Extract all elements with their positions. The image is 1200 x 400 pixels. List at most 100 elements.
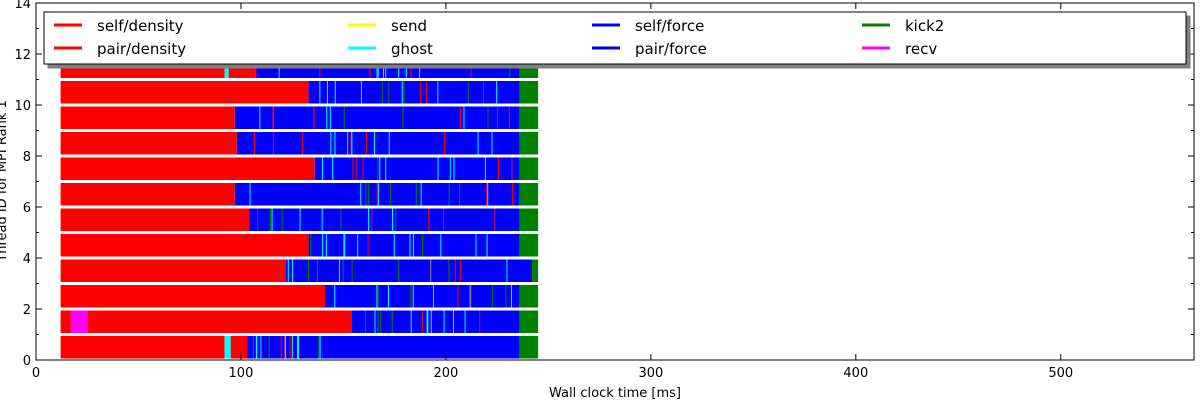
task-sliver <box>343 106 345 129</box>
x-tick-label: 200 <box>433 366 458 381</box>
y-tick-label: 6 <box>23 201 31 216</box>
task-bar <box>60 132 237 155</box>
task-sliver <box>428 208 430 231</box>
task-sliver <box>268 336 270 359</box>
task-bar <box>314 157 520 180</box>
task-sliver <box>334 285 336 308</box>
task-sliver <box>253 132 255 155</box>
task-bar <box>308 81 520 104</box>
task-sliver <box>486 234 488 257</box>
task-sliver <box>377 310 379 333</box>
task-sliver <box>365 310 367 333</box>
task-sliver <box>444 132 446 155</box>
task-sliver <box>459 259 461 282</box>
task-sliver <box>409 234 411 257</box>
task-sliver <box>352 157 354 180</box>
task-bar <box>519 336 539 359</box>
task-sliver <box>467 81 469 104</box>
task-sliver <box>299 208 301 231</box>
task-sliver <box>509 55 511 78</box>
task-sliver <box>470 285 472 308</box>
task-sliver <box>452 310 454 333</box>
task-bar <box>60 285 325 308</box>
task-sliver <box>410 55 412 78</box>
task-sliver <box>459 106 461 129</box>
task-sliver <box>410 310 412 333</box>
task-sliver <box>437 81 439 104</box>
task-sliver <box>482 81 484 104</box>
task-sliver <box>256 336 258 359</box>
task-bar <box>60 208 250 231</box>
task-sliver <box>316 259 318 282</box>
task-sliver <box>505 285 507 308</box>
task-sliver <box>374 310 376 333</box>
task-sliver <box>421 234 423 257</box>
task-sliver <box>343 234 345 257</box>
task-sliver <box>278 55 280 78</box>
task-bar <box>230 336 248 359</box>
ticks-layer: 0 100 200 300 400 500 0 2 4 6 8 10 12 14 <box>14 0 1194 381</box>
x-tick-label: 500 <box>1048 366 1073 381</box>
task-sliver <box>415 183 417 206</box>
task-sliver <box>326 81 328 104</box>
task-sliver <box>398 259 400 282</box>
task-sliver <box>398 55 400 78</box>
legend-label: kick2 <box>905 17 944 35</box>
task-sliver <box>487 183 489 206</box>
task-sliver <box>332 157 334 180</box>
legend-label: self/density <box>97 17 184 35</box>
y-tick-label: 4 <box>23 252 31 267</box>
task-sliver <box>380 310 382 333</box>
task-bar <box>519 183 539 206</box>
task-sliver <box>437 157 439 180</box>
task-bar <box>60 81 309 104</box>
task-sliver <box>325 234 327 257</box>
x-tick-label: 0 <box>32 366 40 381</box>
task-sliver <box>369 55 371 78</box>
task-sliver <box>326 106 328 129</box>
task-sliver <box>338 259 340 282</box>
task-sliver <box>301 132 303 155</box>
task-sliver <box>365 183 367 206</box>
task-bar <box>286 259 532 282</box>
thread-row-5 <box>60 208 539 231</box>
task-sliver <box>432 285 434 308</box>
task-sliver <box>454 259 456 282</box>
task-sliver <box>422 310 424 333</box>
task-sliver <box>412 285 414 308</box>
task-sliver <box>390 183 392 206</box>
task-sliver <box>405 55 407 78</box>
task-bar <box>87 310 352 333</box>
task-sliver <box>511 183 513 206</box>
task-sliver <box>296 336 298 359</box>
task-sliver <box>329 106 331 129</box>
y-tick-label: 2 <box>23 303 31 318</box>
task-sliver <box>506 259 508 282</box>
task-bar <box>519 310 539 333</box>
task-sliver <box>477 132 479 155</box>
task-sliver <box>392 208 394 231</box>
thread-row-8 <box>60 132 539 155</box>
task-sliver <box>395 208 397 231</box>
task-sliver <box>391 310 393 333</box>
task-bar <box>249 208 520 231</box>
task-bar <box>519 208 539 231</box>
task-bar <box>60 234 309 257</box>
task-sliver <box>484 157 486 180</box>
task-sliver <box>459 183 461 206</box>
task-sliver <box>289 336 291 359</box>
task-bar <box>351 310 520 333</box>
task-sliver <box>448 259 450 282</box>
task-sliver <box>357 234 359 257</box>
task-sliver <box>486 183 488 206</box>
thread-row-3 <box>60 259 539 282</box>
task-sliver <box>368 208 370 231</box>
task-sliver <box>393 234 395 257</box>
task-sliver <box>443 208 445 231</box>
task-sliver <box>419 81 421 104</box>
task-sliver <box>284 336 286 359</box>
thread-row-0 <box>60 336 539 359</box>
y-tick-label: 8 <box>23 150 31 165</box>
task-sliver <box>479 310 481 333</box>
task-sliver <box>259 106 261 129</box>
